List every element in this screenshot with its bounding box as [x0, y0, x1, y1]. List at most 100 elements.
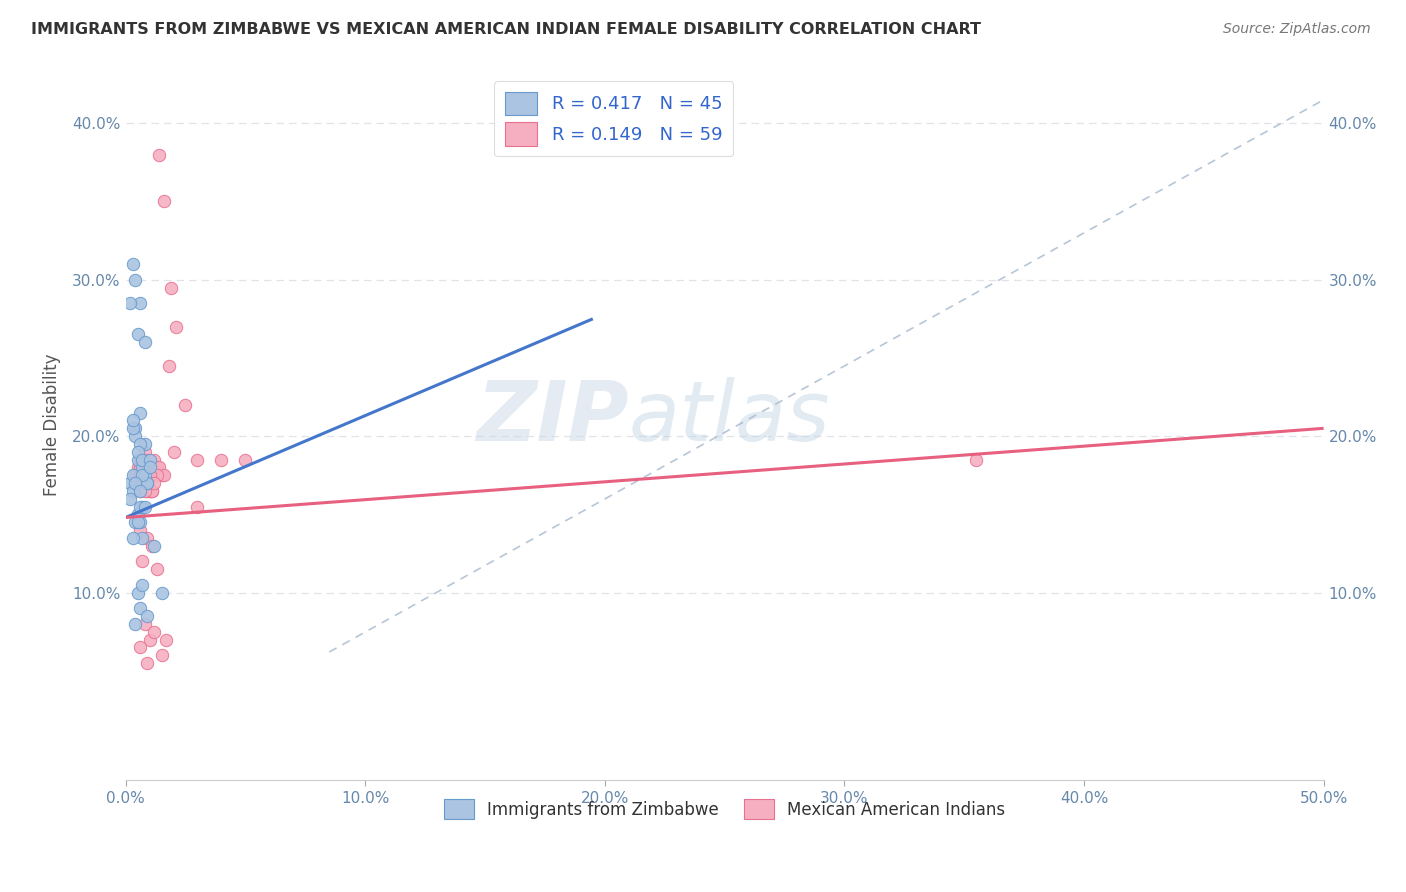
Point	[127, 476, 149, 491]
Point	[129, 296, 152, 310]
Point	[127, 508, 149, 522]
Point	[162, 444, 184, 458]
Point	[129, 483, 152, 498]
Point	[131, 460, 153, 475]
Point	[136, 609, 159, 624]
Point	[129, 515, 152, 529]
Point	[131, 476, 153, 491]
Point	[127, 327, 149, 342]
Point	[134, 444, 156, 458]
Point	[136, 476, 159, 491]
Point	[153, 194, 176, 209]
Point	[124, 429, 146, 443]
Point	[141, 468, 163, 483]
Point	[120, 491, 142, 506]
Point	[143, 539, 166, 553]
Point	[120, 296, 142, 310]
Point	[138, 460, 160, 475]
Point	[121, 421, 143, 435]
Point	[124, 476, 146, 491]
Point	[145, 562, 167, 576]
Point	[129, 437, 152, 451]
Point	[186, 500, 208, 514]
Text: Source: ZipAtlas.com: Source: ZipAtlas.com	[1223, 22, 1371, 37]
Point	[127, 585, 149, 599]
Point	[129, 523, 152, 537]
Point	[134, 437, 156, 451]
Point	[129, 483, 152, 498]
Point	[138, 468, 160, 483]
Point	[150, 585, 173, 599]
Point	[134, 468, 156, 483]
Point	[145, 460, 167, 475]
Point	[134, 476, 156, 491]
Point	[121, 257, 143, 271]
Point	[131, 468, 153, 483]
Point	[145, 468, 167, 483]
Point	[209, 452, 232, 467]
Point	[157, 359, 180, 373]
Point	[165, 319, 187, 334]
Point	[129, 640, 152, 655]
Point	[134, 616, 156, 631]
Point	[131, 531, 153, 545]
Point	[965, 452, 987, 467]
Point	[148, 147, 170, 161]
Point	[121, 413, 143, 427]
Point	[150, 648, 173, 662]
Point	[129, 406, 152, 420]
Point	[136, 468, 159, 483]
Point	[129, 468, 152, 483]
Point	[131, 476, 153, 491]
Point	[129, 500, 152, 514]
Point	[136, 531, 159, 545]
Point	[131, 500, 153, 514]
Point	[174, 398, 197, 412]
Point	[131, 578, 153, 592]
Point	[138, 483, 160, 498]
Point	[127, 515, 149, 529]
Point	[127, 460, 149, 475]
Legend: Immigrants from Zimbabwe, Mexican American Indians: Immigrants from Zimbabwe, Mexican Americ…	[437, 793, 1012, 825]
Point	[121, 483, 143, 498]
Point	[124, 515, 146, 529]
Point	[143, 476, 166, 491]
Point	[120, 476, 142, 491]
Point	[155, 632, 177, 647]
Point	[131, 452, 153, 467]
Point	[141, 483, 163, 498]
Point	[134, 468, 156, 483]
Point	[160, 280, 183, 294]
Point	[136, 656, 159, 670]
Point	[138, 483, 160, 498]
Point	[134, 483, 156, 498]
Point	[136, 483, 159, 498]
Point	[148, 460, 170, 475]
Point	[136, 452, 159, 467]
Point	[134, 335, 156, 350]
Point	[129, 601, 152, 615]
Point	[150, 468, 173, 483]
Point	[129, 452, 152, 467]
Point	[124, 616, 146, 631]
Point	[138, 468, 160, 483]
Point	[138, 632, 160, 647]
Point	[136, 476, 159, 491]
Point	[136, 476, 159, 491]
Point	[153, 468, 176, 483]
Point	[124, 468, 146, 483]
Point	[131, 468, 153, 483]
Point	[129, 460, 152, 475]
Point	[124, 273, 146, 287]
Point	[134, 476, 156, 491]
Point	[131, 554, 153, 568]
Point	[141, 483, 163, 498]
Point	[186, 452, 208, 467]
Point	[141, 539, 163, 553]
Point	[134, 500, 156, 514]
Point	[235, 452, 257, 467]
Text: IMMIGRANTS FROM ZIMBABWE VS MEXICAN AMERICAN INDIAN FEMALE DISABILITY CORRELATIO: IMMIGRANTS FROM ZIMBABWE VS MEXICAN AMER…	[31, 22, 981, 37]
Text: ZIP: ZIP	[477, 376, 628, 458]
Point	[143, 624, 166, 639]
Point	[143, 460, 166, 475]
